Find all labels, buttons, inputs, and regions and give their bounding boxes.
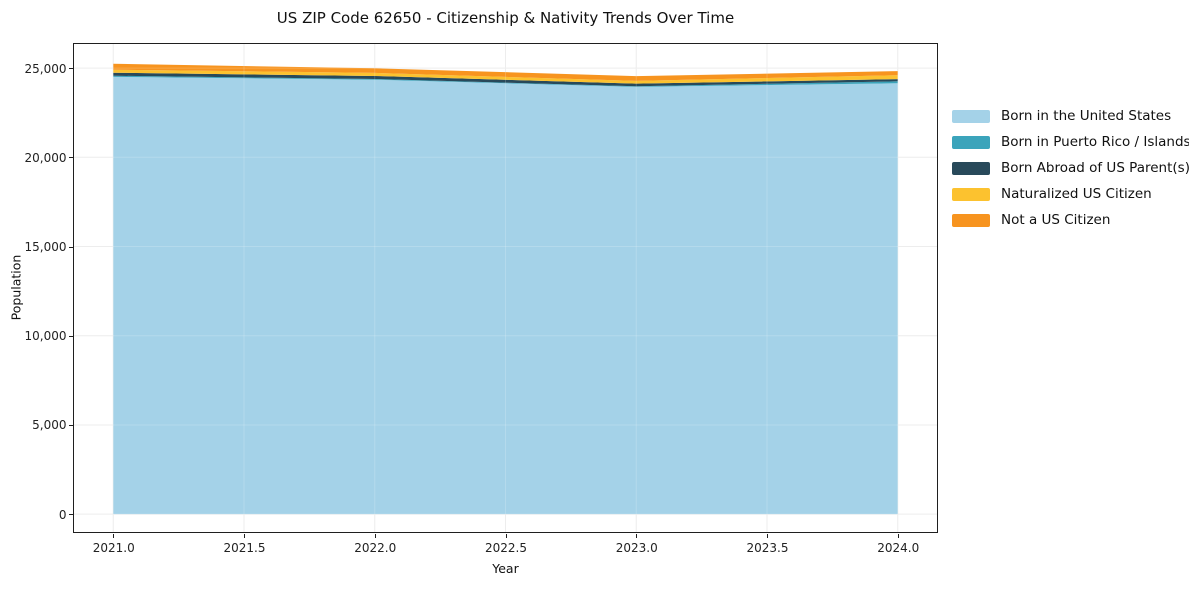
- plot-area: [73, 43, 938, 533]
- legend-label: Born Abroad of US Parent(s): [1001, 160, 1189, 176]
- y-tick-mark: [69, 157, 73, 159]
- axis-ticks-layer: 2021.0 2021.5 2022.0 2022.5 2023.0 2023.5 2024…: [25, 45, 938, 555]
- y-tick-label: 5,000: [32, 418, 67, 433]
- y-tick-label: 25,000: [24, 61, 67, 76]
- legend-swatch: [952, 161, 990, 175]
- area-series: [113, 75, 898, 87]
- legend-item: Born in Puerto Rico / Islands: [952, 129, 1189, 155]
- chart-title: US ZIP Code 62650 - Citizenship & Nativi…: [276, 9, 735, 27]
- x-tick-mark: [897, 534, 899, 538]
- legend-swatch: [952, 109, 990, 123]
- x-tick-mark: [113, 534, 115, 538]
- legend-item: Naturalized US Citizen: [952, 181, 1189, 207]
- area-series: [113, 63, 898, 81]
- y-tick-mark: [69, 424, 73, 426]
- y-tick-mark: [69, 68, 73, 70]
- legend-swatch: [952, 213, 990, 227]
- legend-item: Born Abroad of US Parent(s): [952, 155, 1189, 181]
- y-tick-label: 10,000: [24, 329, 67, 344]
- x-tick-mark: [243, 534, 245, 538]
- legend-label: Not a US Citizen: [1001, 212, 1111, 228]
- x-tick-label: 2021.0: [92, 540, 135, 555]
- legend-label: Naturalized US Citizen: [1001, 186, 1152, 202]
- y-tick-label: 0: [58, 507, 67, 522]
- legend-item: Not a US Citizen: [952, 207, 1189, 233]
- x-tick-label: 2024.0: [877, 540, 920, 555]
- x-tick-label: 2021.5: [223, 540, 266, 555]
- x-tick-mark: [636, 534, 638, 538]
- legend-swatch: [952, 187, 990, 201]
- stacked-area-chart: [74, 44, 937, 532]
- legend-item: Born in the United States: [952, 103, 1189, 129]
- x-tick-label: 2022.5: [485, 540, 527, 555]
- legend: Born in the United States Born in Puerto…: [952, 103, 1189, 233]
- area-series: [113, 69, 898, 84]
- y-tick-mark: [69, 514, 73, 516]
- y-tick-mark: [69, 246, 73, 248]
- y-axis-label: Population: [8, 254, 24, 321]
- area-series: [113, 76, 898, 515]
- x-tick-label: 2023.0: [615, 540, 658, 555]
- x-tick-mark: [374, 534, 376, 538]
- x-tick-mark: [767, 534, 768, 538]
- y-tick-label: 15,000: [24, 240, 67, 254]
- x-tick-mark: [505, 534, 507, 538]
- area-series: [113, 72, 898, 87]
- legend-swatch: [952, 135, 990, 149]
- legend-label: Born in Puerto Rico / Islands: [1001, 134, 1189, 150]
- x-tick-label: 2022.0: [354, 540, 397, 555]
- x-axis-label: Year: [492, 561, 519, 576]
- legend-label: Born in the United States: [1001, 108, 1172, 124]
- y-tick-label: 20,000: [24, 150, 67, 165]
- y-tick-mark: [69, 335, 73, 337]
- x-tick-label: 2023.5: [746, 540, 789, 555]
